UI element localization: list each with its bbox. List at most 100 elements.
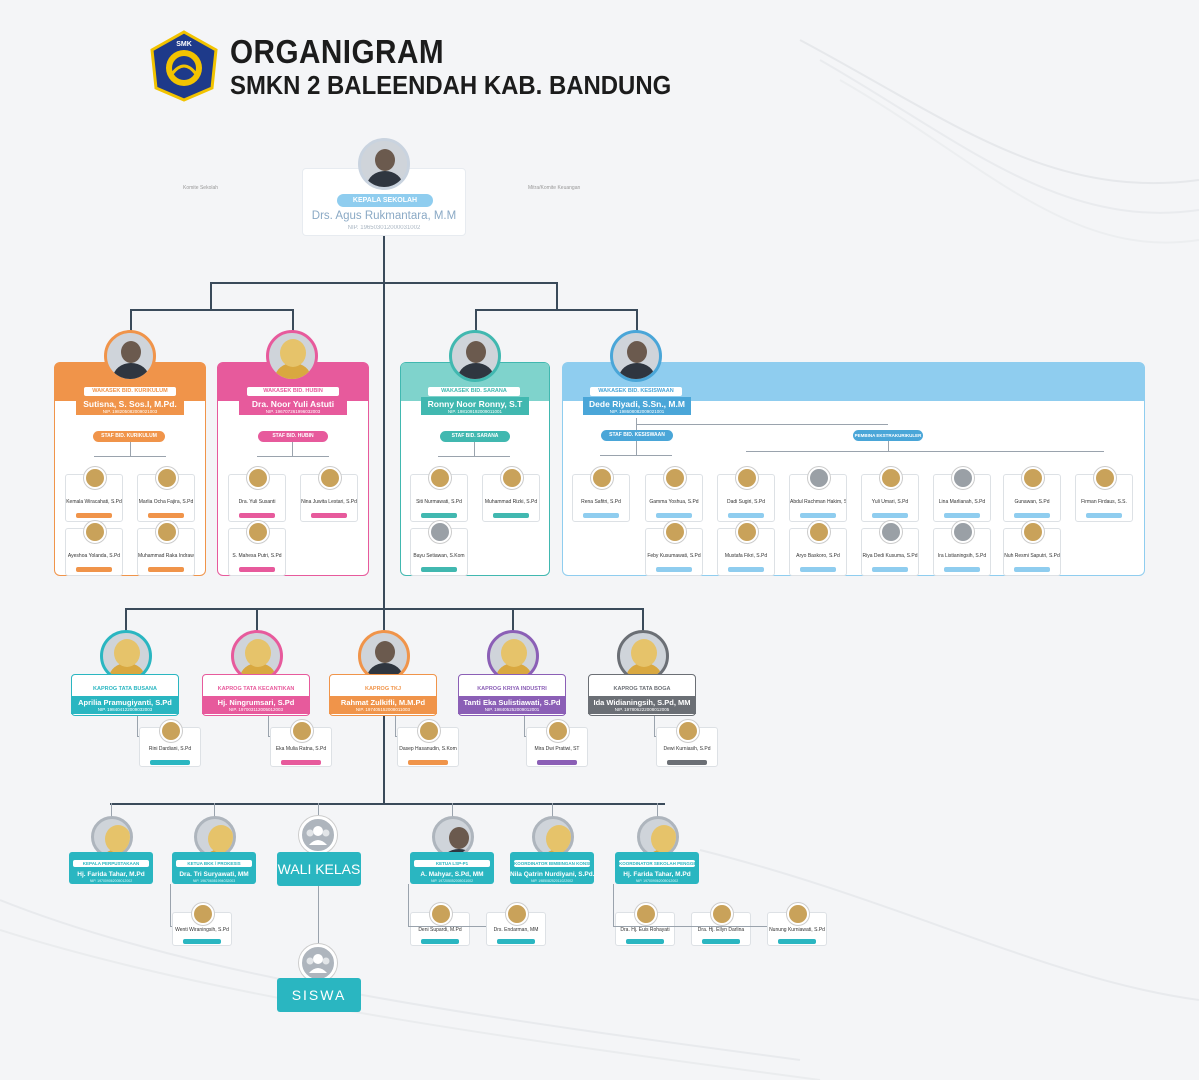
staff-name: Mustafa Fikri, S.Pd [724, 553, 768, 559]
wakasek-kurikulum-photo [104, 330, 156, 382]
connector-line [125, 608, 127, 632]
staff-photo [664, 467, 686, 489]
staff-card: Riya Dedi Kusuma, S.Pd [861, 521, 919, 576]
kaprog-name: Ida Widianingsih, S.Pd, MM [588, 696, 696, 714]
member-card: Nunung Kurniawati, S.Pd [767, 903, 827, 946]
coordinator-name: Dra. Tri Suryawati, MM [179, 871, 249, 878]
coordinator-nip: NIP. 197009062005012002 [89, 879, 133, 883]
kaprog-nip: NIP. 197806222008012005 [614, 707, 670, 712]
kaprog-role: KAPROG KRIYA INDUSTRI [464, 685, 560, 694]
staff-name: Nuh Resmi Saputri, S.Pd [1004, 553, 1060, 559]
staf-kesiswaan-pill: STAF BID. KESISWAAN [601, 430, 673, 441]
coordinator-nip: NIP. 197205052005011002 [430, 879, 474, 883]
staff-card: Kemala Wiracahati, S.Pd [65, 467, 123, 522]
kepala-role: KEPALA SEKOLAH [337, 194, 433, 207]
wakasek-sarana-name: Ronny Noor Ronny, S.T [421, 397, 529, 415]
wakasek-hubin-nip: NIP. 196707261996032003 [265, 409, 321, 414]
staff-tag [537, 760, 577, 765]
staff-card: Dadi Sugiri, S.Pd [717, 467, 775, 522]
staff-tag [281, 760, 321, 765]
wakasek-kurikulum-name: Sutisna, S. Sos.I, M.Pd. [76, 397, 184, 415]
staff-card: Aryo Baskoro, S.Pd [789, 521, 847, 576]
coordinator-role: KEPALA PERPUSTAKAAN [73, 860, 149, 867]
coordinator-nip: NIP. 196706081994032003 [192, 879, 236, 883]
staff-tag [728, 567, 764, 572]
staff-card: Dra. Yuli Susanti [228, 467, 286, 522]
staf-hubin-pill: STAF BID. HUBIN [258, 431, 328, 442]
connector-line [636, 309, 638, 333]
kaprog-staff-card: Dasep Hasanudin, S.Kom [397, 720, 459, 767]
coordinator-name: Hj. Farida Tahar, M.Pd [77, 871, 145, 878]
mitra-label: Mitra/Komite Keuangan [528, 185, 581, 191]
coordinator-nip: NIP. 198508252011022002 [530, 879, 574, 883]
kaprog-staff-card: Mira Dwi Pratiwi, ST [526, 720, 588, 767]
wakasek-hubin-name: Dra. Noor Yuli Astuti [239, 397, 347, 415]
staff-name: Aryo Baskoro, S.Pd [796, 553, 840, 559]
member-photo [787, 903, 809, 925]
bottom-bus-line [110, 803, 665, 805]
connector-line [475, 309, 477, 333]
kaprog-staff-card: Rini Dardiani, S.Pd [139, 720, 201, 767]
kaprog-nip: NIP. 198405252009012001 [484, 707, 540, 712]
staff-name: Ira Listianingsih, S.Pd [937, 553, 987, 559]
coordinator-nip: NIP. 197009062005012002 [635, 879, 679, 883]
member-tag [702, 939, 740, 944]
member-photo [192, 903, 214, 925]
staff-name: Abdul Rachman Hakim, S.Pd [790, 499, 846, 505]
coordinator-name: Hj. Farida Tahar, M.Pd [623, 871, 691, 878]
kepala-nip: NIP. 196503012000031002 [347, 225, 421, 231]
staff-tag [1014, 567, 1050, 572]
kaprog-name: Rahmat Zulkifli, M.M.Pd [329, 696, 437, 714]
siswa-group-icon [299, 944, 337, 982]
member-card: Dra. Hj. Ellyn Darlina [691, 903, 751, 946]
staf-sarana-pill: STAF BID. SARANA [440, 431, 510, 442]
kepala-name: Drs. Agus Rukmantara, M.M [311, 210, 457, 222]
kaprog-name: Aprilia Pramugiyanti, S.Pd [71, 696, 179, 714]
wakasek-sarana-photo [449, 330, 501, 382]
staff-card: Feby Kusumawati, S.Pd [645, 521, 703, 576]
member-tag [421, 939, 459, 944]
connector-line [130, 309, 293, 311]
kaprog-role: KAPROG TATA BUSANA [77, 685, 173, 694]
staff-name: Dewi Kurniasih, S.Pd [663, 746, 711, 752]
member-card: Deni Supardi, M.Pd [410, 903, 470, 946]
wakasek-kurikulum-nip: NIP. 198205082009021003 [102, 409, 158, 414]
connector-line [214, 803, 215, 817]
kaprog-nip: NIP. 197003112005012003 [228, 707, 284, 712]
kaprog-staff-card: Dewi Kurniasih, S.Pd [656, 720, 718, 767]
staff-card: Rena Safitri, S.Pd [572, 467, 630, 522]
staff-photo [880, 521, 902, 543]
wakasek-sarana-role: WAKASEK BID. SARANA [428, 387, 520, 396]
staff-card: Firman Firdaus, S.S. [1075, 467, 1133, 522]
komite-label: Komite Sekolah [183, 185, 219, 191]
coordinator-name: Nila Qatrin Nurdiyani, S.Pd. Gr [510, 871, 594, 878]
kaprog-nip: NIP. 198404122009032003 [97, 707, 153, 712]
staff-card: Ira Listianingsih, S.Pd [933, 521, 991, 576]
wakasek-hubin-role: WAKASEK BID. HUBIN [247, 387, 339, 396]
kepala-photo [358, 138, 410, 190]
connector-line [130, 309, 132, 333]
coordinator-role: KOORDINATOR SEKOLAH PENGGERAK [619, 860, 695, 867]
connector-line [512, 608, 514, 632]
wakasek-kesiswaan-nip: NIP. 198608082009021001 [609, 409, 665, 414]
member-photo [711, 903, 733, 925]
staff-tag [872, 567, 908, 572]
staff-name: Lina Marlianah, S.Pd [938, 499, 986, 505]
staff-card: Nuh Resmi Saputri, S.Pd [1003, 521, 1061, 576]
staff-name: Rena Safitri, S.Pd [581, 499, 621, 505]
staff-photo [952, 521, 974, 543]
kaprog-photo [487, 630, 539, 682]
member-photo [635, 903, 657, 925]
kaprog-name: Tanti Eka Sulistiawati, S.Pd [458, 696, 566, 714]
staff-photo [1022, 467, 1044, 489]
staff-card: Nina Juwita Lestari, S.Pd [300, 467, 358, 522]
staff-name: Dadi Sugiri, S.Pd [726, 499, 766, 505]
kaprog-role: KAPROG TATA BOGA [594, 685, 690, 694]
staff-name: Rini Dardiani, S.Pd [148, 746, 192, 752]
staff-photo [591, 467, 613, 489]
connector-line [210, 282, 212, 310]
coordinator-card [410, 852, 494, 884]
member-name: Deni Supardi, M.Pd [418, 927, 462, 933]
wakasek-kesiswaan-photo [610, 330, 662, 382]
connector-line [452, 803, 453, 817]
